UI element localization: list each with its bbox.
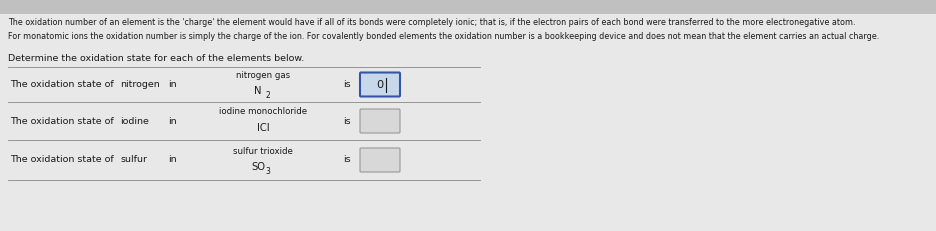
Bar xyxy=(0,0,936,14)
Text: in: in xyxy=(168,155,177,164)
Text: iodine monochloride: iodine monochloride xyxy=(219,107,307,116)
FancyBboxPatch shape xyxy=(359,73,400,97)
Text: sulfur: sulfur xyxy=(120,155,147,164)
Text: sulfur trioxide: sulfur trioxide xyxy=(233,146,293,155)
Text: is: is xyxy=(343,80,350,89)
Text: The oxidation state of: The oxidation state of xyxy=(10,80,113,89)
Text: nitrogen: nitrogen xyxy=(120,80,159,89)
Text: For monatomic ions the oxidation number is simply the charge of the ion. For cov: For monatomic ions the oxidation number … xyxy=(8,32,878,41)
Text: in: in xyxy=(168,80,177,89)
Text: is: is xyxy=(343,155,350,164)
FancyBboxPatch shape xyxy=(359,109,400,133)
Text: Determine the oxidation state for each of the elements below.: Determine the oxidation state for each o… xyxy=(8,54,304,63)
Text: nitrogen gas: nitrogen gas xyxy=(236,71,290,80)
Text: The oxidation state of: The oxidation state of xyxy=(10,116,113,125)
Text: ICl: ICl xyxy=(256,123,269,133)
Text: is: is xyxy=(343,116,350,125)
Text: SO: SO xyxy=(251,162,265,172)
Text: The oxidation number of an element is the 'charge' the element would have if all: The oxidation number of an element is th… xyxy=(8,18,855,27)
Text: in: in xyxy=(168,116,177,125)
Text: The oxidation state of: The oxidation state of xyxy=(10,155,113,164)
FancyBboxPatch shape xyxy=(359,148,400,172)
Text: N: N xyxy=(254,86,261,97)
Text: iodine: iodine xyxy=(120,116,149,125)
Text: 2: 2 xyxy=(265,91,271,100)
Text: 3: 3 xyxy=(265,167,271,176)
Text: 0: 0 xyxy=(376,79,383,89)
